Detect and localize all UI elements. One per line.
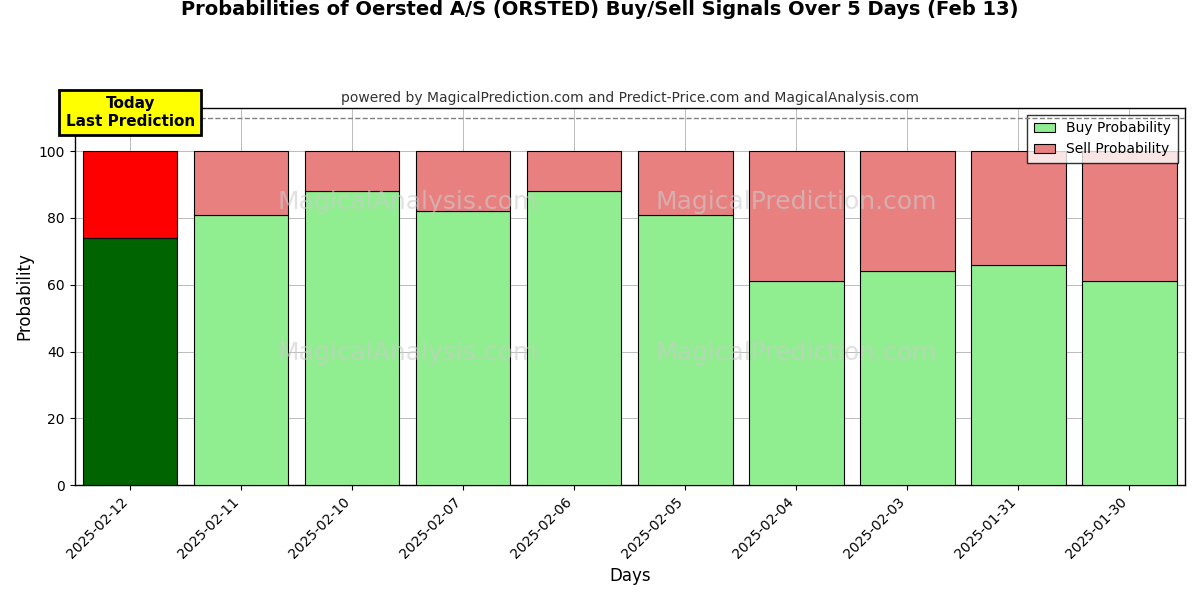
Bar <box>860 151 955 271</box>
Bar <box>194 215 288 485</box>
Bar <box>749 151 844 281</box>
Text: MagicalAnalysis.com: MagicalAnalysis.com <box>277 190 538 214</box>
Legend: Buy Probability, Sell Probability: Buy Probability, Sell Probability <box>1027 115 1178 163</box>
Bar <box>638 151 732 215</box>
Text: MagicalPrediction.com: MagicalPrediction.com <box>655 190 937 214</box>
Text: Probabilities of Oersted A/S (ORSTED) Buy/Sell Signals Over 5 Days (Feb 13): Probabilities of Oersted A/S (ORSTED) Bu… <box>181 0 1019 19</box>
Bar <box>83 238 178 485</box>
Bar <box>527 151 622 191</box>
X-axis label: Days: Days <box>610 567 650 585</box>
Bar <box>194 151 288 215</box>
Text: Today
Last Prediction: Today Last Prediction <box>66 97 194 129</box>
Y-axis label: Probability: Probability <box>16 253 34 340</box>
Bar <box>83 151 178 238</box>
Bar <box>860 271 955 485</box>
Text: MagicalAnalysis.com: MagicalAnalysis.com <box>277 341 538 365</box>
Bar <box>416 211 510 485</box>
Title: powered by MagicalPrediction.com and Predict-Price.com and MagicalAnalysis.com: powered by MagicalPrediction.com and Pre… <box>341 91 919 105</box>
Text: MagicalPrediction.com: MagicalPrediction.com <box>655 341 937 365</box>
Bar <box>971 265 1066 485</box>
Bar <box>305 151 400 191</box>
Bar <box>527 191 622 485</box>
Bar <box>1082 151 1177 281</box>
Bar <box>638 215 732 485</box>
Bar <box>971 151 1066 265</box>
Bar <box>749 281 844 485</box>
Bar <box>305 191 400 485</box>
Bar <box>1082 281 1177 485</box>
Bar <box>416 151 510 211</box>
